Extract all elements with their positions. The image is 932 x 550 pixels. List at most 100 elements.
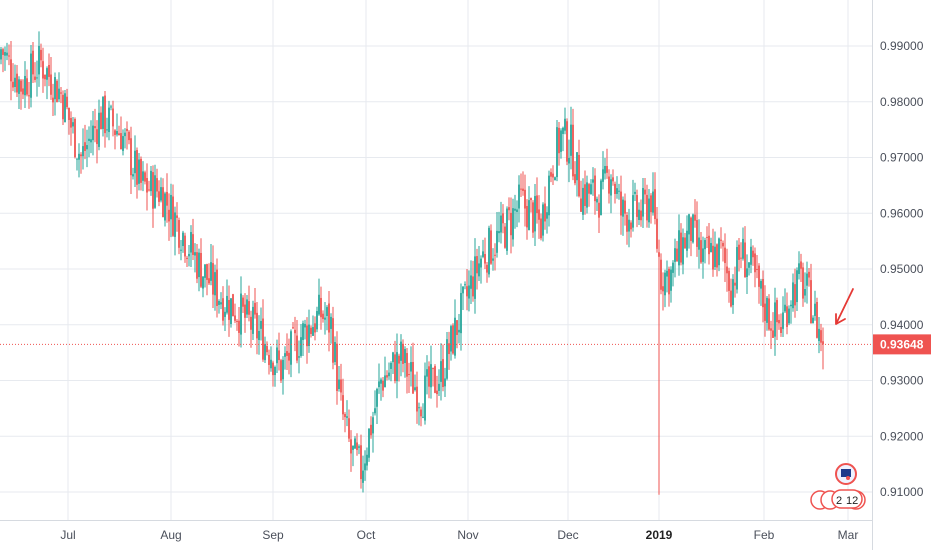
candle-body bbox=[528, 200, 530, 231]
candle-body bbox=[652, 191, 654, 213]
candle bbox=[796, 267, 798, 311]
candle bbox=[6, 42, 8, 61]
candle bbox=[456, 320, 458, 349]
candle bbox=[8, 44, 10, 66]
candle bbox=[590, 179, 592, 195]
candle-body bbox=[594, 175, 596, 202]
flag-star bbox=[846, 476, 850, 480]
candle-body bbox=[260, 320, 262, 329]
candle-body bbox=[152, 172, 154, 209]
candle bbox=[254, 288, 256, 319]
candle-body bbox=[758, 265, 760, 287]
candle bbox=[546, 206, 548, 234]
candle bbox=[122, 129, 124, 156]
candle bbox=[640, 199, 642, 227]
candle-body bbox=[80, 154, 82, 157]
candle-body bbox=[610, 179, 612, 196]
candle bbox=[434, 364, 436, 394]
candle bbox=[22, 79, 24, 100]
price-tick-label: 0.98000 bbox=[880, 95, 924, 109]
candle-body bbox=[408, 374, 410, 376]
candle bbox=[636, 189, 638, 228]
candle bbox=[28, 82, 30, 109]
candle-body bbox=[130, 138, 132, 176]
candle-body bbox=[248, 301, 250, 315]
candle-body bbox=[544, 203, 546, 222]
candle-body bbox=[770, 328, 772, 331]
candle bbox=[260, 307, 262, 341]
candle-body bbox=[40, 49, 42, 61]
candle bbox=[416, 371, 418, 424]
candle-body bbox=[132, 174, 134, 177]
candle bbox=[524, 174, 526, 227]
candle bbox=[784, 288, 786, 313]
candle bbox=[168, 193, 170, 241]
candle bbox=[172, 184, 174, 238]
candle bbox=[90, 120, 92, 154]
candle bbox=[592, 167, 594, 196]
candle-body bbox=[4, 52, 6, 56]
candle bbox=[350, 430, 352, 472]
candle-body bbox=[762, 279, 764, 308]
candle bbox=[180, 240, 182, 261]
candle-body bbox=[546, 212, 548, 219]
candle bbox=[226, 279, 228, 315]
candle bbox=[528, 186, 530, 231]
candle-body bbox=[190, 232, 192, 253]
candle-body bbox=[468, 285, 470, 299]
event-pill bbox=[831, 489, 863, 509]
candle bbox=[400, 334, 402, 377]
candle bbox=[210, 243, 212, 286]
candle bbox=[288, 338, 290, 375]
candle bbox=[616, 176, 618, 199]
candle bbox=[804, 272, 806, 303]
candle-body bbox=[694, 214, 696, 221]
candle-body bbox=[294, 329, 296, 334]
candle-body bbox=[504, 226, 506, 248]
candle bbox=[344, 412, 346, 433]
candle-body bbox=[560, 130, 562, 152]
candle-body bbox=[498, 231, 500, 234]
candle-body bbox=[434, 366, 436, 393]
candle-body bbox=[338, 379, 340, 389]
candle bbox=[508, 197, 510, 221]
candle-body bbox=[146, 178, 148, 193]
candle bbox=[536, 177, 538, 224]
candle-body bbox=[270, 359, 272, 369]
candle-body bbox=[224, 311, 226, 317]
candle bbox=[808, 268, 810, 287]
candle bbox=[442, 344, 444, 392]
events-badge[interactable]: 2 12 bbox=[810, 463, 866, 510]
candle bbox=[336, 331, 338, 405]
candle bbox=[328, 291, 330, 352]
candle bbox=[534, 184, 536, 246]
candle bbox=[700, 232, 702, 264]
candle bbox=[366, 447, 368, 471]
candle-body bbox=[490, 230, 492, 264]
candle-body bbox=[238, 320, 240, 333]
candle-body bbox=[444, 378, 446, 387]
candle bbox=[692, 213, 694, 244]
candle bbox=[498, 211, 500, 243]
candle bbox=[406, 347, 408, 394]
candle-body bbox=[688, 214, 690, 235]
candle bbox=[322, 310, 324, 323]
candle-body bbox=[188, 253, 190, 257]
candle bbox=[26, 69, 28, 97]
candle bbox=[556, 119, 558, 182]
candle-body bbox=[812, 317, 814, 324]
candle bbox=[342, 378, 344, 421]
candle bbox=[576, 152, 578, 197]
candle-body bbox=[670, 269, 672, 291]
candle-body bbox=[48, 64, 50, 77]
candle bbox=[50, 57, 52, 100]
candle bbox=[464, 281, 466, 290]
candle bbox=[384, 356, 386, 388]
candle bbox=[684, 233, 686, 249]
candle bbox=[806, 261, 808, 304]
candle bbox=[132, 167, 134, 180]
candle-body bbox=[340, 379, 342, 393]
candle-body bbox=[796, 270, 798, 303]
candle bbox=[52, 83, 54, 116]
